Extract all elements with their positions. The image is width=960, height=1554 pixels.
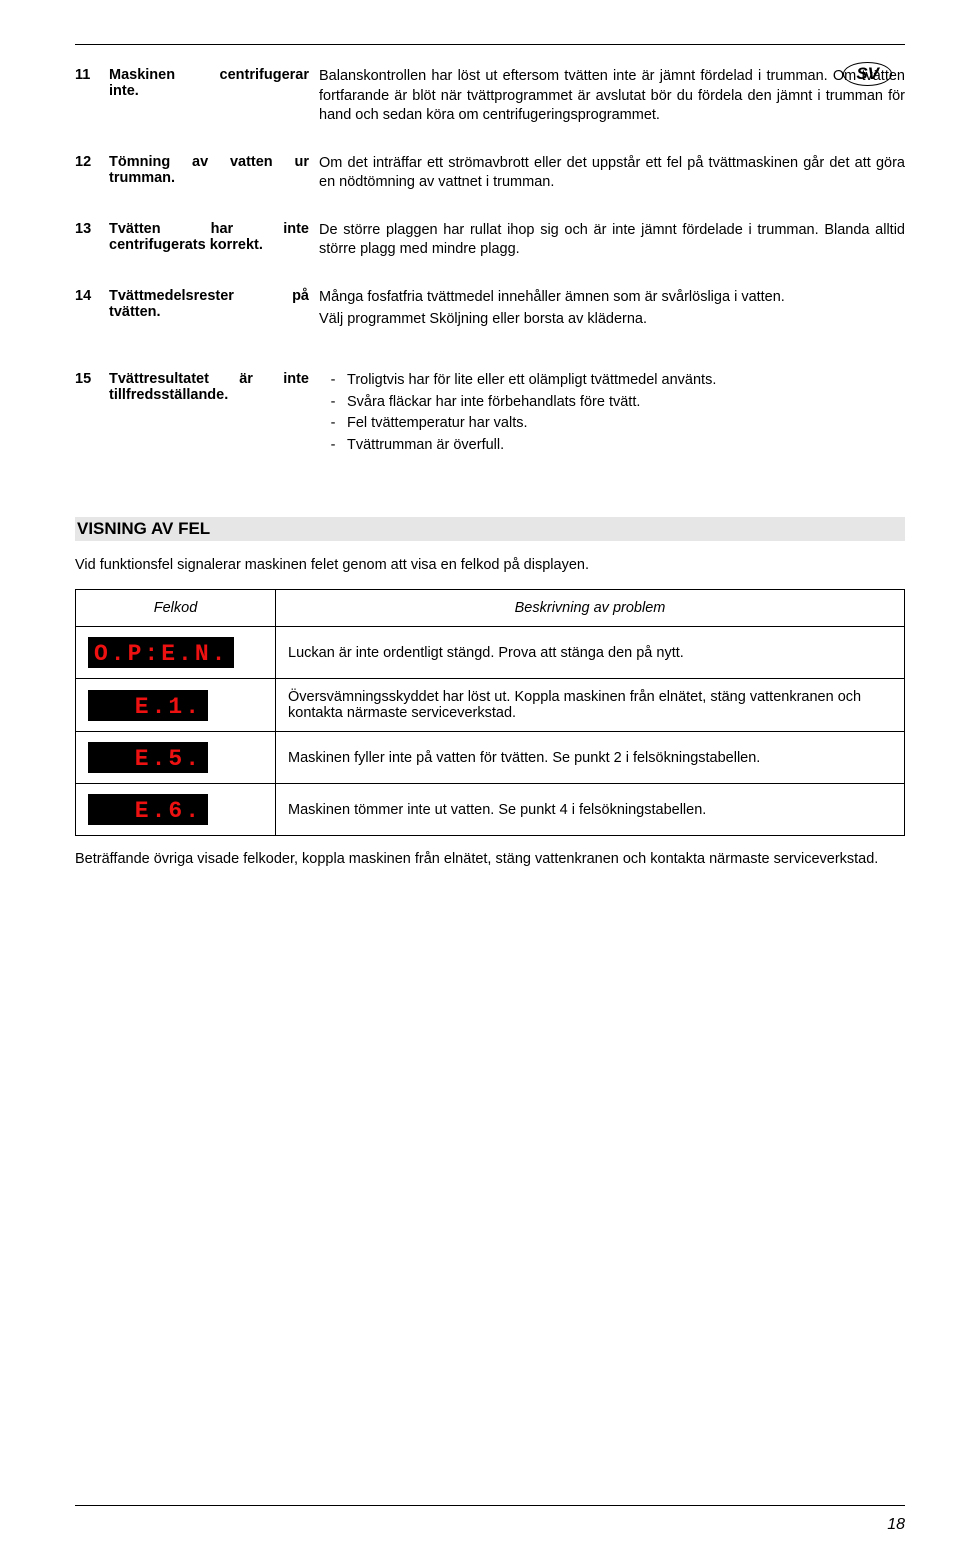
table-row: E.5. Maskinen fyller inte på vatten för t… bbox=[76, 732, 905, 784]
row-description: Många fosfatfria tvättmedel innehåller ä… bbox=[319, 288, 905, 331]
section-intro: Vid funktionsfel signalerar maskinen fel… bbox=[75, 557, 905, 573]
row-description: Om det inträffar ett strömavbrott eller … bbox=[319, 154, 905, 195]
error-code-table: Felkod Beskrivning av problem O.P:E.N. Lu… bbox=[75, 589, 905, 836]
troubleshooting-list: 11Maskinencentrifugerarinte.Balanskontro… bbox=[75, 67, 905, 457]
led-display: O.P:E.N. bbox=[88, 637, 234, 668]
troubleshoot-row: 14Tvättmedelsresterpåtvätten.Många fosfa… bbox=[75, 288, 905, 331]
row-number: 11 bbox=[75, 67, 109, 128]
row-number: 12 bbox=[75, 154, 109, 195]
row-label: Tvättmedelsresterpåtvätten. bbox=[109, 288, 319, 331]
error-desc-cell: Luckan är inte ordentligt stängd. Prova … bbox=[276, 627, 905, 679]
led-display: E.6. bbox=[88, 794, 208, 825]
troubleshoot-row: 11Maskinencentrifugerarinte.Balanskontro… bbox=[75, 67, 905, 128]
row-description: De större plaggen har rullat ihop sig oc… bbox=[319, 221, 905, 262]
row-description: -Troligtvis har för lite eller ett olämp… bbox=[319, 371, 905, 457]
row-label: Tömningavvattenurtrumman. bbox=[109, 154, 319, 195]
troubleshoot-row: 13Tvättenharintecentrifugerats korrekt.D… bbox=[75, 221, 905, 262]
afterword: Beträffande övriga visade felkoder, kopp… bbox=[75, 850, 905, 870]
error-desc-cell: Maskinen fyller inte på vatten för tvätt… bbox=[276, 732, 905, 784]
bottom-divider bbox=[75, 1505, 905, 1506]
section-title: VISNING AV FEL bbox=[75, 517, 905, 541]
error-code-cell: E.6. bbox=[76, 784, 276, 836]
led-display: E.5. bbox=[88, 742, 208, 773]
error-desc-cell: Översvämningsskyddet har löst ut. Koppla… bbox=[276, 679, 905, 732]
row-number: 13 bbox=[75, 221, 109, 262]
row-label: Tvättenharintecentrifugerats korrekt. bbox=[109, 221, 319, 262]
table-header-row: Felkod Beskrivning av problem bbox=[76, 590, 905, 627]
table-row: E.1. Översvämningsskyddet har löst ut. Ko… bbox=[76, 679, 905, 732]
page-number: 18 bbox=[887, 1516, 905, 1534]
row-number: 15 bbox=[75, 371, 109, 457]
table-row: E.6. Maskinen tömmer inte ut vatten. Se p… bbox=[76, 784, 905, 836]
error-code-cell: O.P:E.N. bbox=[76, 627, 276, 679]
table-row: O.P:E.N. Luckan är inte ordentligt stängd… bbox=[76, 627, 905, 679]
top-divider bbox=[75, 44, 905, 45]
row-description: Balanskontrollen har löst ut eftersom tv… bbox=[319, 67, 905, 128]
language-badge: SV bbox=[843, 62, 892, 86]
error-code-cell: E.5. bbox=[76, 732, 276, 784]
error-code-cell: E.1. bbox=[76, 679, 276, 732]
troubleshoot-row: 15Tvättresultatetärintetillfredsställand… bbox=[75, 371, 905, 457]
troubleshoot-row: 12Tömningavvattenurtrumman.Om det inträf… bbox=[75, 154, 905, 195]
row-number: 14 bbox=[75, 288, 109, 331]
row-label: Tvättresultatetärintetillfredsställande. bbox=[109, 371, 319, 457]
error-desc-cell: Maskinen tömmer inte ut vatten. Se punkt… bbox=[276, 784, 905, 836]
led-display: E.1. bbox=[88, 690, 208, 721]
header-felkod: Felkod bbox=[76, 590, 276, 627]
row-label: Maskinencentrifugerarinte. bbox=[109, 67, 319, 128]
header-beskrivning: Beskrivning av problem bbox=[276, 590, 905, 627]
